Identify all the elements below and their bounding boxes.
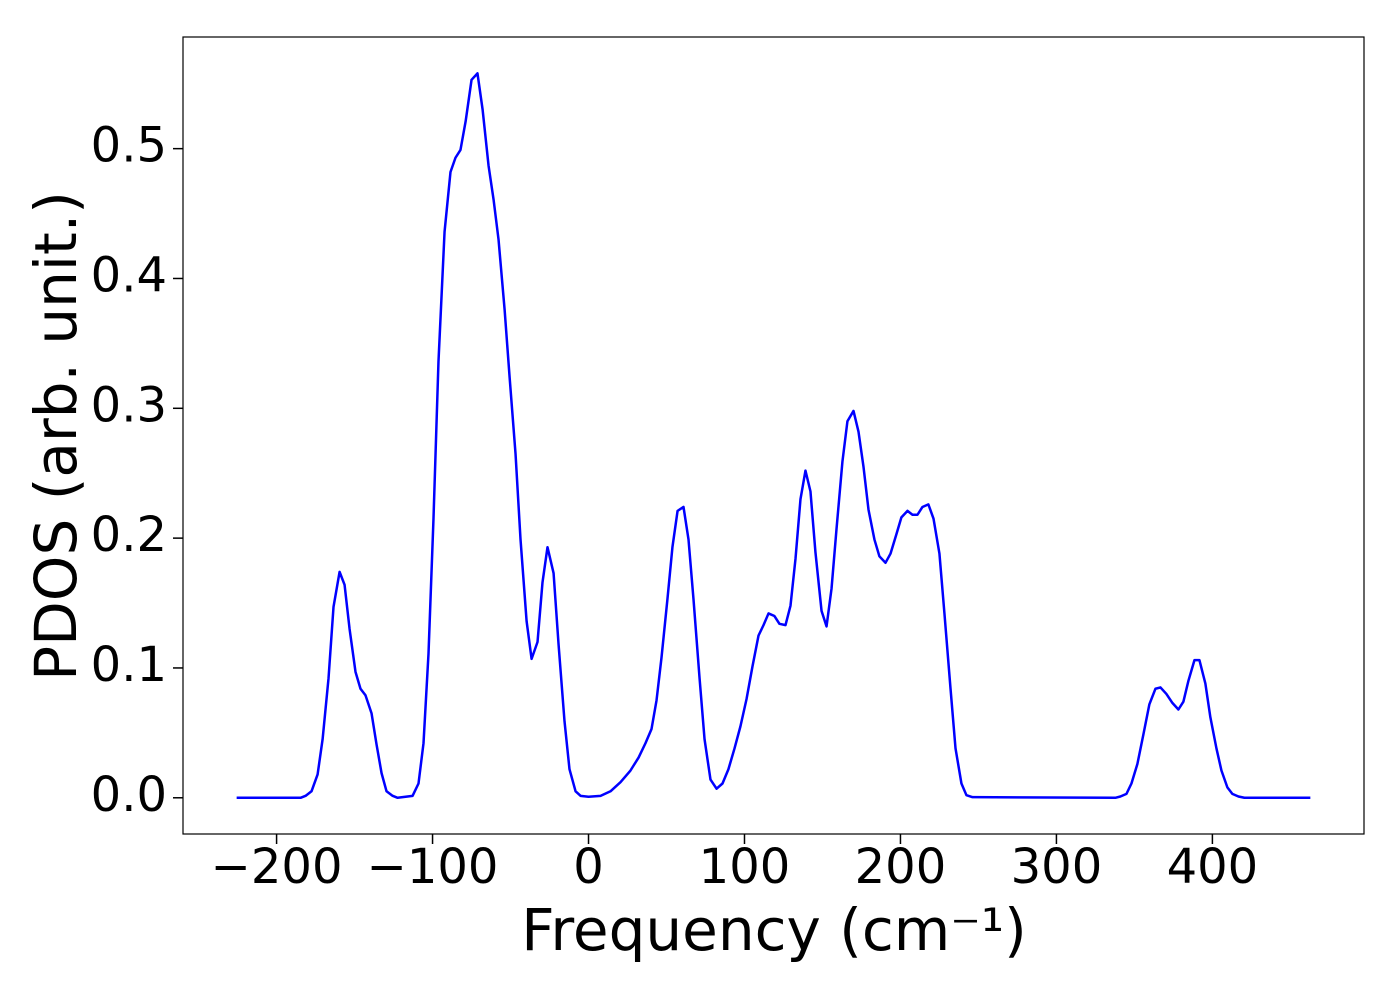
y-tick-label: 0.2: [91, 507, 167, 563]
y-tick-label: 0.4: [91, 247, 167, 303]
y-tick-label: 0.3: [91, 377, 167, 433]
x-axis-label: Frequency (cm⁻¹): [521, 896, 1027, 964]
y-axis-label: PDOS (arb. unit.): [22, 191, 90, 681]
x-tick-label: 0: [573, 839, 604, 895]
x-tick-label: 400: [1167, 839, 1259, 895]
x-tick-label: −200: [211, 839, 343, 895]
x-tick-label: 100: [699, 839, 791, 895]
y-tick-label: 0.1: [91, 637, 167, 693]
plot-frame: [182, 36, 1365, 835]
y-tick-label: 0.5: [91, 118, 167, 174]
x-tick-label: 300: [1011, 839, 1103, 895]
y-tick-label: 0.0: [91, 767, 167, 823]
line-series: [236, 72, 1311, 800]
x-tick-label: 200: [855, 839, 947, 895]
x-tick-label: −100: [367, 839, 499, 895]
